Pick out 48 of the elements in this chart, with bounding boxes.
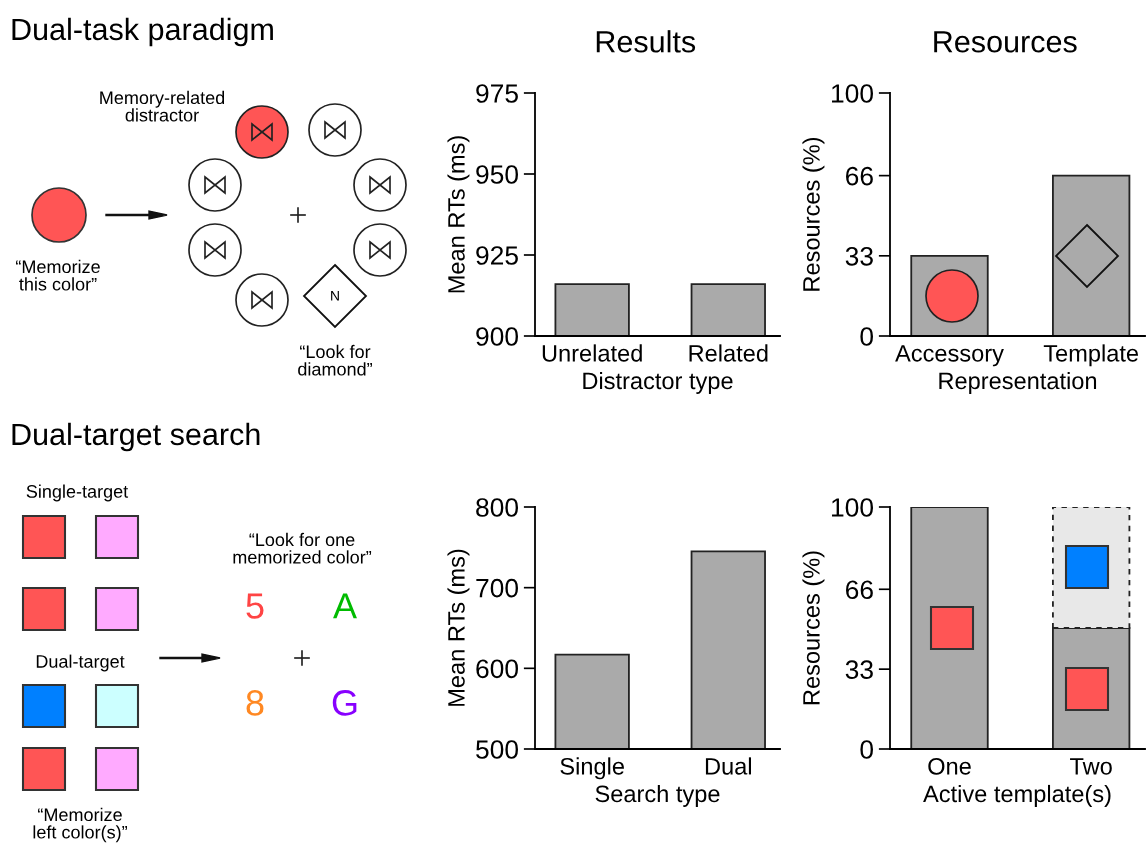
y-tick-label: 975 [476,84,518,103]
y-tick-label: 100 [832,498,873,517]
x-axis-title: Active template(s) [923,784,1111,807]
y-tick-label: 700 [476,578,518,598]
y-tick-label: 800 [476,498,518,517]
text: Dual-target [36,654,125,672]
text: G [332,690,357,716]
x-tick-label: Dual [705,757,751,775]
text: Single-target [26,484,129,502]
y-tick-label: 925 [476,246,518,265]
text: 5 [246,593,264,619]
y-tick-label: 0 [860,327,873,346]
x-tick-label: Template [1043,344,1139,367]
text: “Look for one memorized color” [233,532,372,564]
x-tick-label: Accessory [895,345,1004,367]
x-tick-label: Unrelated [542,344,642,362]
x-tick-label: One [928,757,971,775]
x-axis-title: Representation [939,371,1097,394]
x-tick-label: Single [560,757,624,780]
y-axis-title: Resources (%) [802,551,825,705]
y-tick-label: 900 [476,327,518,346]
y-axis-title: Mean RTs (ms) [447,549,470,706]
text: Dual-task paradigm [12,17,273,47]
text: Memory-related distractor [100,90,225,122]
y-tick-label: 500 [476,740,518,759]
x-axis-title: Search type [595,784,720,807]
y-tick-label: 66 [846,166,873,186]
y-tick-label: 950 [476,165,518,184]
y-tick-label: 66 [846,580,873,600]
chart-title: Results [596,30,696,53]
x-tick-label: Two [1070,758,1112,775]
y-tick-label: 33 [845,246,873,266]
y-tick-label: 0 [860,740,873,759]
x-tick-label: Related [689,344,768,362]
text: “Memorize left color(s)” [33,807,127,843]
text: A [333,593,357,619]
text: “Look for diamond” [298,344,372,376]
text: “Memorize this color” [16,259,100,291]
y-tick-label: 600 [476,659,518,679]
x-axis-title: Distractor type [583,371,733,394]
text: N [331,291,339,301]
text: 8 [246,690,264,716]
y-axis-title: Mean RTs (ms) [447,136,470,293]
chart-title: Resources [934,31,1077,53]
y-tick-label: 100 [832,84,873,103]
y-axis-title: Resources (%) [802,137,825,291]
text: Dual-target search [12,422,260,452]
y-tick-label: 33 [845,660,873,679]
